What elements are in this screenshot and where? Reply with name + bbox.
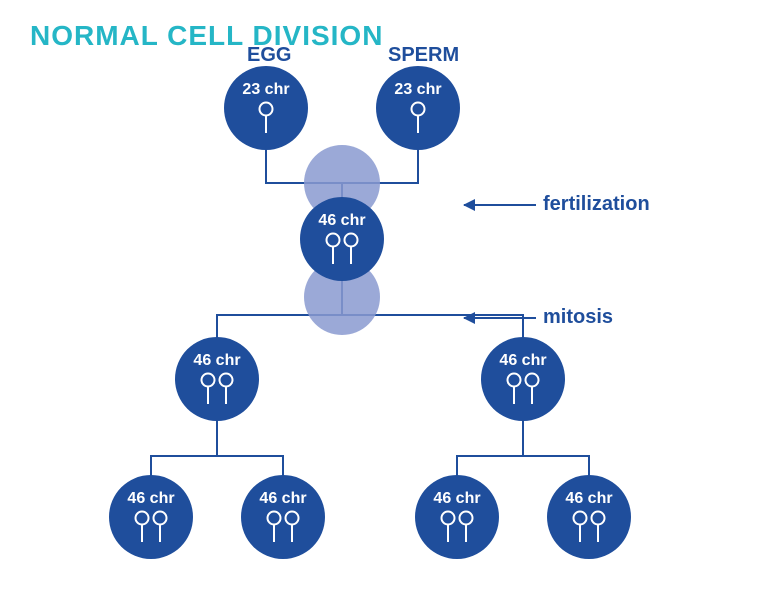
- egg-label: EGG: [247, 44, 291, 67]
- daughter-cell-1-label: 46 chr: [193, 352, 240, 370]
- mitosis-label: mitosis: [543, 306, 613, 329]
- sperm-cell-label: 23 chr: [394, 81, 441, 99]
- sperm-cell: 23 chr: [376, 66, 460, 150]
- grand-cell-1-label: 46 chr: [127, 490, 174, 508]
- chromatid-icon: [131, 510, 171, 544]
- egg-cell: 23 chr: [224, 66, 308, 150]
- daughter-cell-2-label: 46 chr: [499, 352, 546, 370]
- fertilization-label: fertilization: [543, 193, 650, 216]
- daughter-cell-2: 46 chr: [481, 337, 565, 421]
- zygote-cell: 46 chr: [300, 197, 384, 281]
- grand-cell-3: 46 chr: [415, 475, 499, 559]
- sperm-label: SPERM: [388, 44, 459, 67]
- grand-cell-2: 46 chr: [241, 475, 325, 559]
- grand-cell-4-label: 46 chr: [565, 490, 612, 508]
- chromatid-icon: [322, 232, 362, 266]
- chromatid-icon: [569, 510, 609, 544]
- grand-cell-2-label: 46 chr: [259, 490, 306, 508]
- grand-cell-1: 46 chr: [109, 475, 193, 559]
- egg-cell-label: 23 chr: [242, 81, 289, 99]
- daughter-cell-1: 46 chr: [175, 337, 259, 421]
- chromatid-icon: [408, 101, 428, 135]
- grand-cell-3-label: 46 chr: [433, 490, 480, 508]
- chromatid-icon: [263, 510, 303, 544]
- chromatid-icon: [503, 372, 543, 406]
- zygote-cell-label: 46 chr: [318, 212, 365, 230]
- chromatid-icon: [256, 101, 276, 135]
- chromatid-icon: [437, 510, 477, 544]
- chromatid-icon: [197, 372, 237, 406]
- grand-cell-4: 46 chr: [547, 475, 631, 559]
